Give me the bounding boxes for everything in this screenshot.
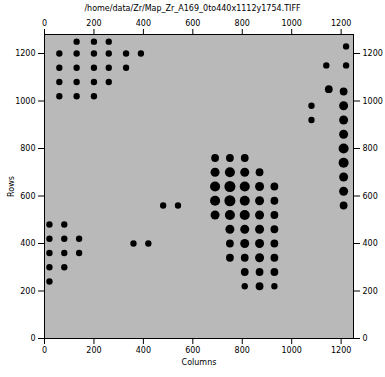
svg-text:1200: 1200: [331, 19, 351, 28]
svg-text:0: 0: [30, 334, 35, 343]
svg-text:1200: 1200: [363, 49, 383, 58]
svg-text:600: 600: [363, 192, 378, 201]
svg-text:600: 600: [20, 192, 35, 201]
svg-text:200: 200: [20, 287, 35, 296]
svg-text:600: 600: [185, 346, 200, 355]
svg-text:600: 600: [185, 19, 200, 28]
html-text:/home/data/Zr/Map_Zr_A169_0to4: /home/data/Zr/Map_Zr_A169_0to440x1112y17…: [84, 4, 301, 13]
svg-text:1000: 1000: [282, 19, 302, 28]
svg-text:1000: 1000: [363, 97, 383, 106]
svg-text:800: 800: [363, 144, 378, 153]
svg-text:Columns: Columns: [182, 358, 217, 367]
svg-text:400: 400: [20, 239, 35, 248]
svg-text:400: 400: [136, 19, 151, 28]
svg-text:800: 800: [235, 19, 250, 28]
svg-text:800: 800: [20, 144, 35, 153]
svg-text:1200: 1200: [331, 346, 351, 355]
svg-text:200: 200: [86, 346, 101, 355]
svg-text:Rows: Rows: [7, 176, 16, 197]
svg-text:200: 200: [86, 19, 101, 28]
svg-text:0: 0: [42, 346, 47, 355]
svg-text:1000: 1000: [15, 97, 35, 106]
svg-text:1200: 1200: [15, 49, 35, 58]
svg-text:400: 400: [136, 346, 151, 355]
svg-text:200: 200: [363, 287, 378, 296]
svg-text:1000: 1000: [282, 346, 302, 355]
svg-text:0: 0: [42, 19, 47, 28]
svg-text:800: 800: [235, 346, 250, 355]
svg-text:0: 0: [363, 334, 368, 343]
svg-text:400: 400: [363, 239, 378, 248]
